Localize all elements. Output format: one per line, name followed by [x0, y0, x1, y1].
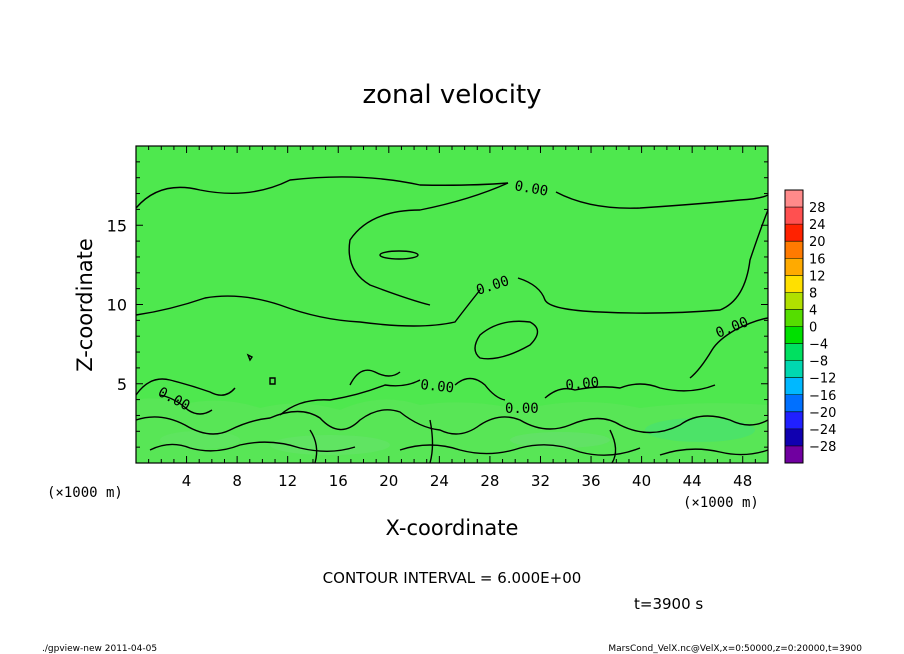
colorbar-swatch: [785, 292, 803, 310]
colorbar-label: 0: [809, 321, 817, 336]
contour-label: 0.00: [513, 178, 549, 200]
x-tick-label: 12: [278, 472, 297, 490]
colorbar-swatch: [785, 326, 803, 344]
colorbar-swatch: [785, 377, 803, 395]
y-axis-label: Z-coordinate: [73, 238, 97, 372]
footer-right: MarsCond_VelX.nc@VelX,x=0:50000,z=0:2000…: [608, 644, 862, 654]
x-tick-label: 36: [581, 472, 600, 490]
colorbar-label: −8: [809, 355, 828, 370]
x-axis-label: X-coordinate: [386, 516, 519, 540]
contour-interval-text: CONTOUR INTERVAL = 6.000E+00: [323, 569, 582, 587]
x-axis: 4 8 12 16 20 24 28 32 36 40 44 48: [135, 146, 769, 490]
y-tick-label: 10: [107, 296, 127, 315]
colorbar-swatch: [785, 309, 803, 327]
x-tick-label: 24: [430, 472, 449, 490]
colorbar-swatch: [785, 394, 803, 412]
colorbar-label: 24: [809, 218, 826, 233]
colorbar-label: 20: [809, 235, 826, 250]
chart-title: zonal velocity: [362, 80, 541, 110]
colorbar-swatch: [785, 343, 803, 361]
colorbar-label: 16: [809, 252, 826, 267]
turbulent-layer: [136, 398, 768, 463]
colorbar-swatch: [785, 411, 803, 429]
colorbar-swatch: [785, 275, 803, 293]
colorbar-label: −4: [809, 338, 828, 353]
colorbar-swatch: [785, 445, 803, 463]
x-tick-label: 28: [480, 472, 499, 490]
x-unit-right: (×1000 m): [683, 495, 759, 511]
x-tick-label: 8: [232, 472, 242, 490]
colorbar-swatch: [785, 190, 803, 208]
contour-label-group: 0.00 0.00 0.00 0.00 0.00 0.00 0.00: [155, 178, 751, 417]
y-axis: 5 10 15: [107, 145, 768, 464]
contour-label: 0.00: [505, 401, 539, 417]
x-tick-label: 48: [733, 472, 752, 490]
colorbar-swatch: [785, 428, 803, 446]
colorbar-label: −28: [809, 440, 836, 455]
x-tick-label: 32: [531, 472, 550, 490]
colorbar-label: 8: [809, 286, 817, 301]
time-label: t=3900 s: [634, 595, 703, 613]
colorbar-swatch: [785, 360, 803, 378]
colorbar-label: −24: [809, 423, 836, 438]
x-tick-label: 44: [683, 472, 702, 490]
contour-label: 0.00: [420, 377, 455, 396]
colorbar: 28 24 20 16 12 8 4 0 −4 −8 −12 −16 −20 −24 −28: [784, 189, 836, 464]
colorbar-swatch: [785, 241, 803, 259]
x-tick-label: 20: [379, 472, 398, 490]
colorbar-label: −16: [809, 389, 836, 404]
colorbar-label: −20: [809, 406, 836, 421]
colorbar-label: −12: [809, 372, 836, 387]
y-tick-label: 5: [117, 375, 127, 394]
y-tick-label: 15: [107, 216, 127, 235]
colorbar-label: 4: [809, 303, 817, 318]
contour-lines: [135, 176, 769, 464]
footer-left: ./gpview-new 2011-04-05: [42, 644, 157, 654]
x-tick-label: 4: [182, 472, 192, 490]
colorbar-swatch: [785, 224, 803, 242]
x-unit-left: (×1000 m): [47, 485, 123, 501]
x-tick-label: 40: [632, 472, 651, 490]
colorbar-label: 12: [809, 269, 826, 284]
colorbar-swatch: [785, 258, 803, 276]
x-tick-label: 16: [329, 472, 348, 490]
colorbar-swatch: [785, 207, 803, 225]
colorbar-label: 28: [809, 201, 826, 216]
contour-label: 0.00: [565, 375, 600, 394]
